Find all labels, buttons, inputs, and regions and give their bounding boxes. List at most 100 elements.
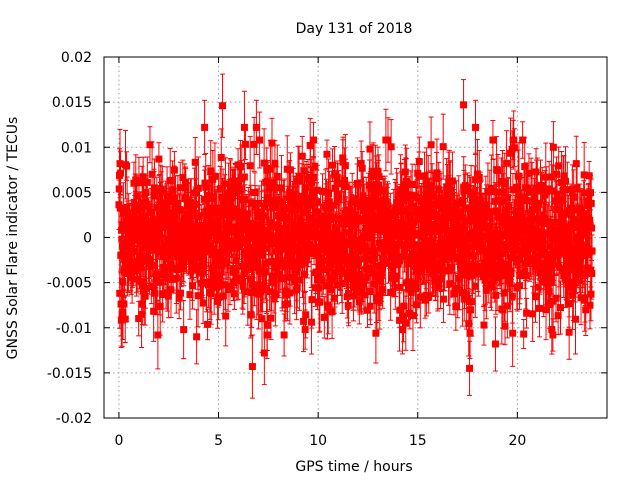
- point-marker: [287, 206, 295, 214]
- point-marker: [236, 163, 244, 171]
- point-marker: [202, 183, 210, 191]
- point-marker: [147, 208, 155, 216]
- point-marker: [138, 300, 146, 308]
- data-point: [268, 117, 276, 169]
- point-marker: [295, 247, 303, 255]
- point-marker: [158, 187, 166, 195]
- point-marker: [216, 185, 224, 193]
- point-marker: [143, 178, 151, 186]
- point-marker: [176, 184, 184, 192]
- data-point: [142, 268, 150, 309]
- point-marker: [258, 223, 266, 231]
- point-marker: [270, 276, 278, 284]
- point-marker: [153, 271, 161, 279]
- point-marker: [261, 267, 269, 275]
- point-marker: [316, 298, 324, 306]
- point-marker: [179, 174, 187, 182]
- point-marker: [293, 202, 301, 210]
- point-marker: [199, 266, 207, 274]
- point-marker: [266, 288, 274, 296]
- point-marker: [259, 240, 267, 248]
- point-marker: [138, 310, 146, 318]
- point-marker: [294, 260, 302, 268]
- point-marker: [202, 221, 210, 229]
- point-marker: [146, 141, 154, 149]
- point-marker: [191, 158, 199, 166]
- point-marker: [150, 307, 158, 315]
- point-marker: [246, 221, 254, 229]
- point-marker: [230, 290, 238, 298]
- point-marker: [167, 261, 175, 269]
- point-marker: [153, 204, 161, 212]
- point-marker: [223, 259, 231, 267]
- point-marker: [246, 250, 254, 258]
- point-marker: [218, 248, 226, 256]
- point-marker: [282, 291, 290, 299]
- point-marker: [241, 195, 249, 203]
- point-marker: [271, 290, 279, 298]
- point-marker: [275, 270, 283, 278]
- point-marker: [207, 167, 215, 175]
- point-marker: [176, 289, 184, 297]
- point-marker: [250, 260, 258, 268]
- point-marker: [235, 242, 243, 250]
- point-marker: [214, 297, 222, 305]
- point-marker: [226, 282, 234, 290]
- point-marker: [166, 176, 174, 184]
- point-marker: [291, 273, 299, 281]
- point-marker: [141, 244, 149, 252]
- point-marker: [341, 176, 349, 184]
- point-marker: [123, 162, 131, 170]
- point-marker: [116, 160, 124, 168]
- point-marker: [260, 159, 268, 167]
- point-marker: [266, 165, 274, 173]
- point-marker: [210, 226, 218, 234]
- point-marker: [320, 313, 328, 321]
- point-marker: [121, 315, 129, 323]
- point-marker: [180, 254, 188, 262]
- point-marker: [278, 240, 286, 248]
- point-marker: [263, 321, 271, 329]
- point-marker: [231, 239, 239, 247]
- point-marker: [137, 258, 145, 266]
- data-point: [211, 142, 219, 211]
- point-marker: [244, 288, 252, 296]
- data-point: [256, 111, 264, 169]
- chart-title: Day 131 of 2018: [296, 21, 413, 37]
- point-marker: [206, 241, 214, 249]
- point-marker: [133, 192, 141, 200]
- point-marker: [142, 284, 150, 292]
- point-marker: [263, 166, 271, 174]
- point-marker: [242, 215, 250, 223]
- point-marker: [124, 230, 132, 238]
- point-marker: [130, 259, 138, 267]
- point-marker: [286, 273, 294, 281]
- point-marker: [156, 230, 164, 238]
- data-point: [204, 308, 212, 341]
- point-marker: [284, 300, 292, 308]
- point-marker: [258, 315, 266, 323]
- point-marker: [212, 254, 220, 262]
- point-marker: [123, 203, 131, 211]
- point-marker: [290, 190, 298, 198]
- point-marker: [186, 291, 194, 299]
- point-marker: [257, 288, 265, 296]
- data-point: [310, 121, 318, 159]
- point-marker: [180, 326, 188, 334]
- point-marker: [280, 331, 288, 339]
- point-marker: [308, 296, 316, 304]
- point-marker: [200, 227, 208, 235]
- point-marker: [298, 152, 306, 160]
- data-point: [138, 165, 146, 199]
- point-marker: [127, 274, 135, 282]
- point-marker: [135, 315, 143, 323]
- point-marker: [179, 222, 187, 230]
- point-marker: [138, 225, 146, 233]
- point-marker: [165, 192, 173, 200]
- data-point: [147, 268, 155, 305]
- point-marker: [230, 188, 238, 196]
- point-marker: [161, 266, 169, 274]
- point-marker: [137, 204, 145, 212]
- point-marker: [268, 139, 276, 147]
